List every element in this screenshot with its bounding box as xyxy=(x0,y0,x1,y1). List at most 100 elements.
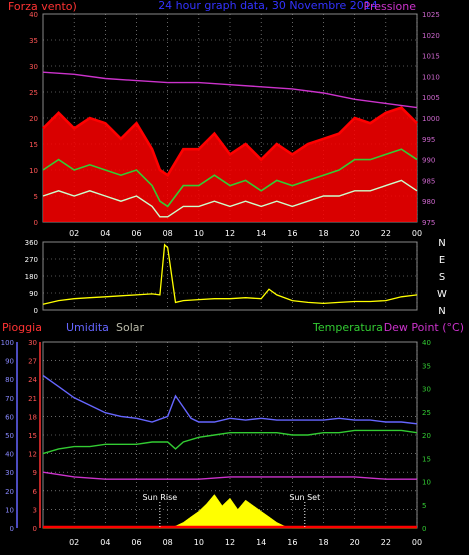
rain-tick: 3 xyxy=(33,506,37,514)
compass-label: N xyxy=(438,238,445,249)
pressure-tick: 975 xyxy=(422,219,435,227)
humidity-tick: 0 xyxy=(10,525,14,533)
dewpoint-series xyxy=(42,471,417,480)
compass-label: W xyxy=(437,289,447,300)
wind-axis-label: Forza vento) xyxy=(8,0,77,13)
humidity-tick: 20 xyxy=(5,488,14,496)
rain-tick: 18 xyxy=(28,413,37,421)
humidity-tick: 100 xyxy=(1,339,14,347)
temperature-axis: 0 5 10 15 20 25 30 35 40 xyxy=(422,339,431,533)
pressure-series xyxy=(42,71,418,109)
x-tick-label: 22 xyxy=(381,229,391,238)
x-tick-label: 20 xyxy=(350,229,360,238)
humidity-tick: 30 xyxy=(5,469,14,477)
humidity-series xyxy=(42,374,418,425)
x-tick-label: 20 xyxy=(350,538,360,547)
direction-tick: 90 xyxy=(29,290,38,298)
sunrise-label: Sun Rise xyxy=(143,493,178,502)
wind-speed-tick: 35 xyxy=(29,37,38,45)
x-tick-label: 08 xyxy=(163,229,173,238)
pressure-tick: 985 xyxy=(422,177,435,185)
x-tick-label: 00 xyxy=(412,229,422,238)
wind-speed-tick: 20 xyxy=(29,115,38,123)
gust-series-area xyxy=(43,107,417,222)
wind-speed-tick: 40 xyxy=(29,11,38,19)
direction-tick: 180 xyxy=(25,273,38,281)
humidity-tick: 90 xyxy=(5,358,14,366)
humidity-tick: 40 xyxy=(5,451,14,459)
x-tick-label: 02 xyxy=(69,229,79,238)
wind-speed-tick: 5 xyxy=(34,193,38,201)
pressure-tick: 1015 xyxy=(422,53,440,61)
pressure-tick: 1020 xyxy=(422,32,440,40)
x-tick-label: 16 xyxy=(287,229,297,238)
temperature-tick: 20 xyxy=(422,432,431,440)
wind-speed-tick: 15 xyxy=(29,141,38,149)
compass-label: N xyxy=(438,306,445,317)
direction-degrees-axis: 0 90 180 270 360 xyxy=(25,239,38,315)
humidity-tick: 60 xyxy=(5,413,14,421)
wind-speed-tick: 10 xyxy=(29,167,38,175)
x-tick-label: 18 xyxy=(318,229,328,238)
x-tick-label: 22 xyxy=(381,538,391,547)
sun-markers: Sun Rise Sun Set xyxy=(143,493,320,528)
humidity-tick: 70 xyxy=(5,395,14,403)
pressure-tick: 995 xyxy=(422,136,435,144)
x-tick-label: 10 xyxy=(194,229,204,238)
temperature-axis-label: Temperatura xyxy=(312,321,383,334)
rain-tick: 24 xyxy=(28,376,37,384)
humidity-tick: 50 xyxy=(5,432,14,440)
temperature-series xyxy=(42,429,418,455)
temperature-tick: 5 xyxy=(422,502,426,510)
x-tick-label: 06 xyxy=(131,229,141,238)
rain-tick: 6 xyxy=(33,488,38,496)
speed-series xyxy=(42,179,418,218)
sunset-label: Sun Set xyxy=(289,493,320,502)
temperature-tick: 35 xyxy=(422,362,431,370)
rain-tick: 21 xyxy=(28,395,37,403)
x-tick-label: 02 xyxy=(69,538,79,547)
x-tick-label: 06 xyxy=(131,538,141,547)
compass-label: E xyxy=(439,255,445,266)
wind-speed-axis: 0 5 10 15 20 25 30 35 40 xyxy=(29,11,38,227)
pressure-tick: 1005 xyxy=(422,94,440,102)
chart-title: 24 hour graph data, 30 Novembre 2014 xyxy=(158,0,378,12)
wind-panel-x-axis: 02 04 06 08 10 12 14 16 18 20 22 00 xyxy=(69,229,422,238)
rain-tick: 0 xyxy=(33,525,37,533)
pressure-tick: 980 xyxy=(422,198,435,206)
x-tick-label: 18 xyxy=(318,538,328,547)
x-tick-label: 08 xyxy=(163,538,173,547)
solar-axis-label: Solar xyxy=(116,321,145,334)
rain-tick: 12 xyxy=(28,451,37,459)
pressure-tick: 1000 xyxy=(422,115,440,123)
direction-series xyxy=(42,243,418,305)
humidity-axis: 0 10 20 30 40 50 60 70 80 90 100 xyxy=(1,339,14,533)
rain-tick: 15 xyxy=(28,432,37,440)
rain-axis-label: Pioggia xyxy=(2,321,42,334)
humidity-tick: 80 xyxy=(5,376,14,384)
temperature-tick: 10 xyxy=(422,479,431,487)
wind-pressure-series xyxy=(42,71,418,222)
x-tick-label: 12 xyxy=(225,229,235,238)
lower-panel-x-axis: 02 04 06 08 10 12 14 16 18 20 22 00 xyxy=(69,538,422,547)
pressure-tick: 990 xyxy=(422,157,435,165)
temperature-tick: 25 xyxy=(422,409,431,417)
gust-series xyxy=(42,106,418,178)
pressure-axis-label: Pressione xyxy=(364,0,417,13)
direction-tick: 0 xyxy=(34,307,38,315)
temperature-tick: 15 xyxy=(422,455,431,463)
humidity-tick: 10 xyxy=(5,506,14,514)
humidity-axis-label: Umidita xyxy=(66,321,109,334)
rain-axis: 0 3 6 9 12 15 18 21 24 27 30 xyxy=(28,339,37,533)
dewpoint-axis-label: Dew Point (°C) xyxy=(384,321,464,334)
x-tick-label: 12 xyxy=(225,538,235,547)
wind-speed-tick: 30 xyxy=(29,63,38,71)
x-tick-label: 00 xyxy=(412,538,422,547)
x-tick-label: 10 xyxy=(194,538,204,547)
compass-label: S xyxy=(439,272,445,283)
